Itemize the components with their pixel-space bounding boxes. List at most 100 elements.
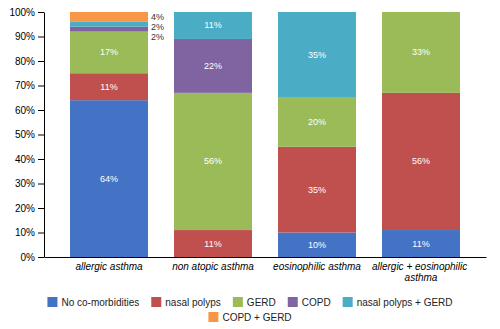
data-label: 2% — [151, 22, 164, 32]
legend-item: No co-morbidities — [47, 297, 139, 308]
y-tick-label: 30% — [15, 178, 35, 189]
bar-segment — [382, 12, 460, 13]
bar-segment — [382, 230, 460, 257]
y-tick-mark — [38, 208, 44, 209]
data-label: 35% — [308, 185, 326, 195]
y-tick-mark — [38, 61, 44, 62]
legend-swatch — [47, 297, 57, 307]
y-tick-label: 80% — [15, 56, 35, 67]
legend-item: nasal polyps + GERD — [343, 297, 453, 308]
bar-segment — [278, 12, 356, 98]
data-label: 22% — [204, 61, 222, 71]
y-tick-mark — [38, 257, 44, 258]
bar-segment — [278, 147, 356, 233]
y-axis-line — [44, 13, 45, 258]
legend: No co-morbidities nasal polyps GERD COPD nas… — [47, 297, 452, 323]
bar-segment — [278, 233, 356, 258]
y-tick: 50% — [15, 129, 44, 140]
x-tick-label: allergic asthma — [75, 261, 143, 272]
legend-item: GERD — [233, 297, 276, 308]
data-label: 56% — [204, 156, 222, 166]
legend-label: nasal polyps — [165, 297, 221, 308]
y-tick-label: 20% — [15, 203, 35, 214]
legend-label: nasal polyps + GERD — [357, 297, 453, 308]
data-label: 2% — [151, 32, 164, 42]
x-axis-line — [45, 257, 487, 258]
plot: 0% 10% 20% 30% 40% 50% 60% 70% 80% 90% 100% allergi… — [9, 7, 486, 283]
y-tick-label: 90% — [15, 31, 35, 42]
legend-swatch — [233, 297, 243, 307]
bar-segment — [382, 12, 460, 13]
data-label: 11% — [100, 82, 117, 92]
series — [70, 73, 460, 257]
bar-segment — [174, 12, 252, 39]
x-axis: allergic asthma non atopic asthma eosinoph… — [45, 258, 487, 284]
x-tick: eosinophilic asthma — [273, 261, 361, 272]
bar-segment — [174, 230, 252, 257]
bar-segment — [382, 12, 460, 13]
data-label: 11% — [204, 20, 221, 30]
legend-item: COPD — [288, 297, 331, 308]
x-tick-label: non atopic asthma — [172, 261, 254, 272]
y-tick-label: 10% — [15, 227, 35, 238]
data-label: 33% — [412, 47, 430, 57]
y-tick-mark — [38, 37, 44, 38]
bar-segment — [70, 12, 148, 22]
y-tick: 20% — [15, 203, 44, 214]
x-tick-label: eosinophilic asthma — [273, 261, 361, 272]
bar-segment — [278, 12, 356, 13]
x-tick: non atopic asthma — [172, 261, 254, 272]
y-tick-label: 50% — [15, 129, 35, 140]
bar-segment — [174, 12, 252, 13]
data-label: 4% — [151, 12, 164, 22]
series — [70, 12, 460, 230]
bar-segment — [278, 98, 356, 147]
data-label: 56% — [412, 156, 430, 166]
bar-segment — [382, 12, 460, 93]
legend-swatch — [288, 297, 298, 307]
y-tick-mark — [38, 110, 44, 111]
data-label: 11% — [204, 239, 221, 249]
y-tick-label: 40% — [15, 154, 35, 165]
y-tick: 0% — [21, 252, 44, 263]
y-tick: 40% — [15, 154, 44, 165]
legend-swatch — [151, 297, 161, 307]
bars — [70, 12, 460, 257]
data-label: 64% — [100, 174, 118, 184]
legend-label: GERD — [247, 297, 276, 308]
data-label: 10% — [308, 240, 326, 250]
bar-segment — [70, 27, 148, 32]
y-tick: 10% — [15, 227, 44, 238]
y-tick-label: 100% — [9, 7, 35, 18]
data-label: 35% — [308, 50, 326, 60]
legend-label: No co-morbidities — [61, 297, 139, 308]
data-label: 20% — [308, 117, 326, 127]
series — [70, 12, 148, 22]
y-axis: 0% 10% 20% 30% 40% 50% 60% 70% 80% 90% 100% — [9, 7, 44, 263]
bar-segment — [70, 100, 148, 257]
y-tick-mark — [38, 135, 44, 136]
legend-label: COPD + GERD — [222, 312, 291, 323]
data-label: 11% — [412, 239, 429, 249]
y-tick: 100% — [9, 7, 44, 18]
series — [70, 12, 356, 98]
y-tick-mark — [38, 184, 44, 185]
x-tick: allergic + eosinophilic asthma — [372, 261, 470, 283]
legend-swatch — [343, 297, 353, 307]
bar-segment — [70, 32, 148, 74]
bar-segment — [70, 73, 148, 100]
y-tick: 60% — [15, 105, 44, 116]
bar-segment — [174, 93, 252, 230]
bar-segment — [70, 22, 148, 27]
y-tick-mark — [38, 233, 44, 234]
y-tick-label: 0% — [21, 252, 36, 263]
y-tick: 70% — [15, 80, 44, 91]
y-tick: 80% — [15, 56, 44, 67]
x-tick: allergic asthma — [75, 261, 143, 272]
bar-segment — [382, 93, 460, 230]
legend-item: nasal polyps — [151, 297, 221, 308]
data-label: 17% — [100, 47, 118, 57]
x-tick-label: allergic + eosinophilic asthma — [372, 261, 470, 283]
y-tick-mark — [38, 12, 44, 13]
y-tick-label: 60% — [15, 105, 35, 116]
